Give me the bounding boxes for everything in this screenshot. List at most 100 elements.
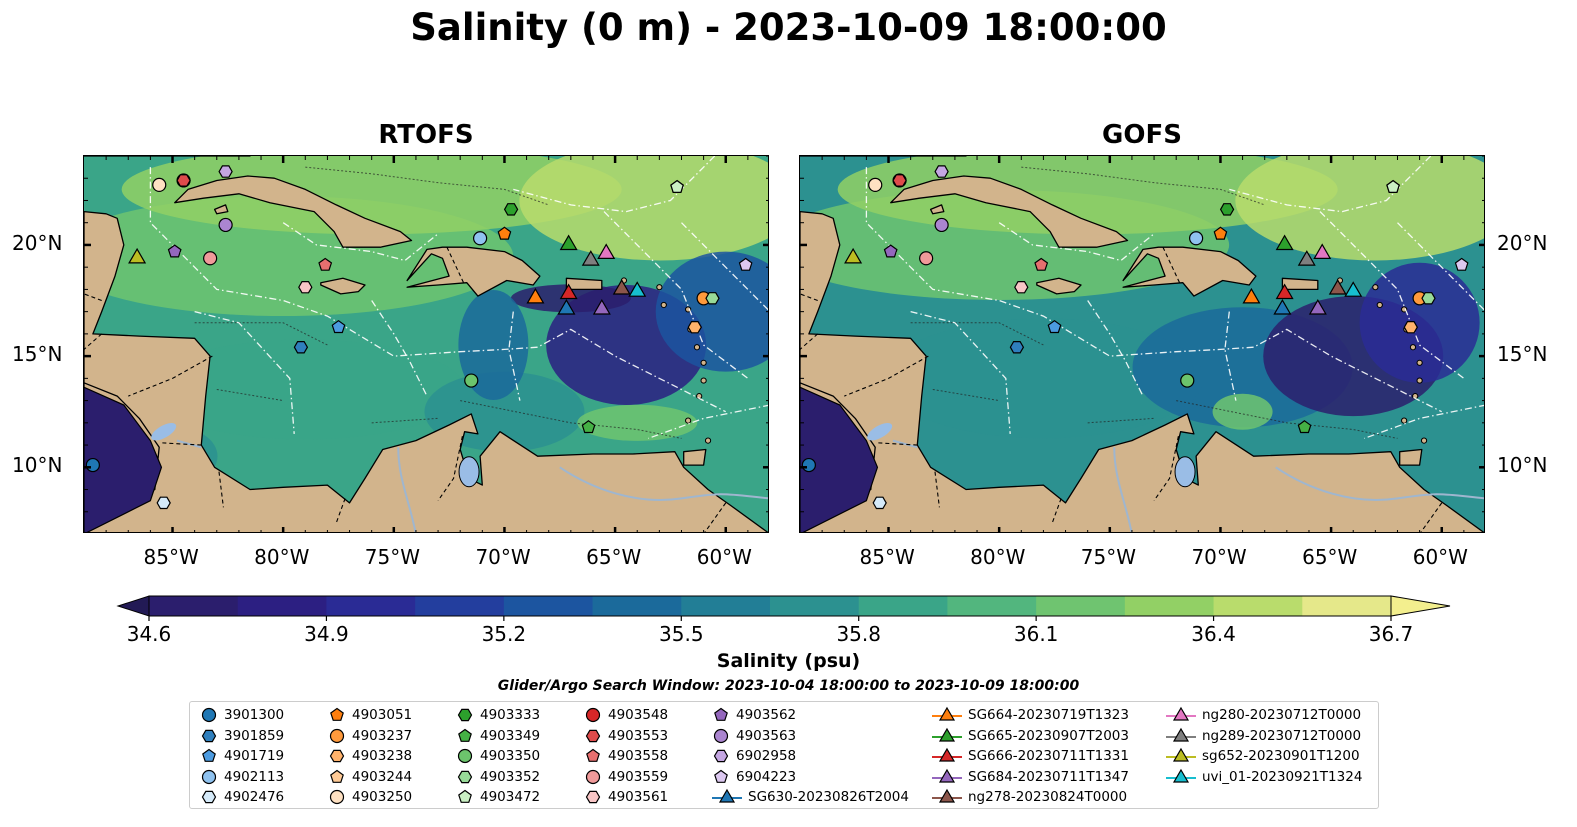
eez-boundary bbox=[371, 300, 428, 397]
country-border bbox=[1153, 436, 1179, 501]
legend-marker bbox=[714, 769, 728, 783]
legend-item: 4903051 bbox=[328, 705, 412, 725]
pentagon-icon bbox=[714, 769, 728, 783]
bathymetry-contour bbox=[305, 166, 549, 206]
legend-marker bbox=[457, 770, 473, 783]
pentagon-icon bbox=[330, 769, 344, 783]
legend-marker bbox=[201, 791, 217, 804]
obs-marker-4901719 bbox=[1047, 319, 1062, 334]
legend-marker bbox=[585, 791, 601, 804]
obs-marker-3901859 bbox=[293, 341, 309, 354]
salinity-field bbox=[145, 339, 466, 440]
colorbar-tick-label: 35.5 bbox=[659, 622, 704, 646]
frame-ticks bbox=[800, 156, 1484, 532]
salinity-field bbox=[883, 318, 1204, 439]
legend-marker bbox=[457, 708, 473, 722]
obs-marker-4903562 bbox=[167, 244, 182, 258]
legend-item: 4903563 bbox=[712, 726, 796, 746]
legend-item: 4901719 bbox=[200, 746, 284, 766]
x-tick-label: 60°W bbox=[1412, 545, 1468, 569]
country-border bbox=[844, 355, 929, 397]
legend-marker bbox=[585, 729, 601, 742]
bathymetry-contour bbox=[194, 322, 328, 346]
obs-marker-4903250 bbox=[868, 177, 883, 193]
legend-marker bbox=[713, 749, 729, 763]
land-trinidad bbox=[683, 448, 707, 466]
country-border bbox=[800, 333, 819, 350]
bathymetry-contour bbox=[1087, 417, 1155, 424]
legend-item: 4903548 bbox=[584, 705, 668, 725]
obs-marker-4903561 bbox=[1014, 280, 1029, 294]
obs-marker-4903238 bbox=[1403, 321, 1418, 334]
colorbar-segment bbox=[1124, 596, 1215, 616]
obs-marker-4903553 bbox=[176, 174, 191, 187]
pentagon-icon bbox=[330, 707, 344, 721]
legend-label: 4903561 bbox=[608, 789, 669, 806]
obs-marker-4903333 bbox=[1219, 203, 1235, 216]
legend-marker bbox=[458, 790, 472, 804]
obs-marker-3901300 bbox=[801, 457, 816, 473]
legend-marker bbox=[329, 790, 345, 805]
legend-label: 4903553 bbox=[608, 727, 669, 744]
legend-item: 6904223 bbox=[712, 767, 796, 787]
salinity-field bbox=[519, 156, 768, 261]
legend-item: 4903237 bbox=[328, 726, 412, 746]
obs-marker-ng278-20230824T0000 bbox=[1328, 278, 1347, 295]
land-jamaica bbox=[320, 277, 366, 295]
legend-label: 4903350 bbox=[480, 748, 541, 765]
eez-boundary bbox=[910, 310, 1011, 434]
legend-marker bbox=[938, 727, 956, 742]
river-san-juan bbox=[176, 439, 202, 449]
legend-label: 4903244 bbox=[352, 768, 413, 785]
legend-marker bbox=[938, 747, 956, 762]
legend-marker bbox=[329, 728, 345, 743]
bathymetry-contour bbox=[910, 322, 1044, 346]
obs-marker-4902476 bbox=[156, 496, 171, 510]
country-border bbox=[437, 436, 463, 501]
colorbar-segment bbox=[149, 596, 239, 616]
obs-marker-ng280-20230712T0000 bbox=[1313, 243, 1332, 260]
hexagon-icon bbox=[457, 770, 473, 783]
hexagon-icon bbox=[585, 791, 601, 804]
land-central-south-america bbox=[84, 210, 768, 532]
legend-label: SG630-20230826T2004 bbox=[748, 789, 909, 806]
obs-marker-4903051 bbox=[1213, 226, 1228, 240]
legend-label: 4903559 bbox=[608, 768, 669, 785]
colorbar-segment bbox=[1036, 596, 1126, 616]
circle-icon bbox=[457, 749, 473, 764]
legend-label: ng289-20230712T0000 bbox=[1202, 727, 1362, 744]
y-tick-label-right: 10°N bbox=[1497, 453, 1548, 478]
obs-marker-4903250 bbox=[152, 177, 167, 193]
obs-marker-4903558 bbox=[1034, 257, 1049, 271]
legend-item: sg652-20230901T1200 bbox=[1166, 746, 1360, 766]
legend-item: 4903350 bbox=[456, 746, 540, 766]
pentagon-icon bbox=[586, 748, 600, 763]
legend-marker bbox=[938, 706, 956, 721]
legend-item: 4903238 bbox=[328, 746, 412, 766]
legend-item: SG664-20230719T1323 bbox=[932, 705, 1129, 725]
obs-marker-4903352 bbox=[1421, 292, 1436, 305]
obs-marker-4903559 bbox=[203, 251, 218, 266]
triangle-line-icon bbox=[1166, 727, 1196, 742]
obs-marker-4903238 bbox=[687, 321, 702, 334]
legend-label: 3901300 bbox=[224, 707, 285, 723]
colorbar-extend-low bbox=[116, 595, 150, 617]
pentagon-icon bbox=[458, 790, 472, 804]
country-border bbox=[1051, 498, 1062, 524]
lake-maracaibo bbox=[458, 456, 480, 488]
obs-marker-SG664-20230719T1323 bbox=[1242, 287, 1261, 304]
x-tick-label: 70°W bbox=[475, 545, 531, 569]
obs-marker-4903558 bbox=[318, 257, 333, 271]
legend-marker bbox=[1172, 768, 1190, 783]
legend-item: 3901300 bbox=[200, 705, 284, 725]
obs-marker-6902958 bbox=[218, 165, 233, 178]
river-san-juan bbox=[892, 439, 918, 449]
island bbox=[693, 344, 701, 351]
legend-label: SG665-20230907T2003 bbox=[968, 727, 1129, 744]
legend-item: SG630-20230826T2004 bbox=[712, 787, 909, 807]
country-border bbox=[84, 333, 103, 350]
obs-marker-4903352 bbox=[705, 292, 720, 305]
colorbar-tick-label: 34.9 bbox=[304, 622, 349, 646]
legend-marker bbox=[329, 749, 345, 763]
obs-marker-4901719 bbox=[331, 319, 346, 334]
